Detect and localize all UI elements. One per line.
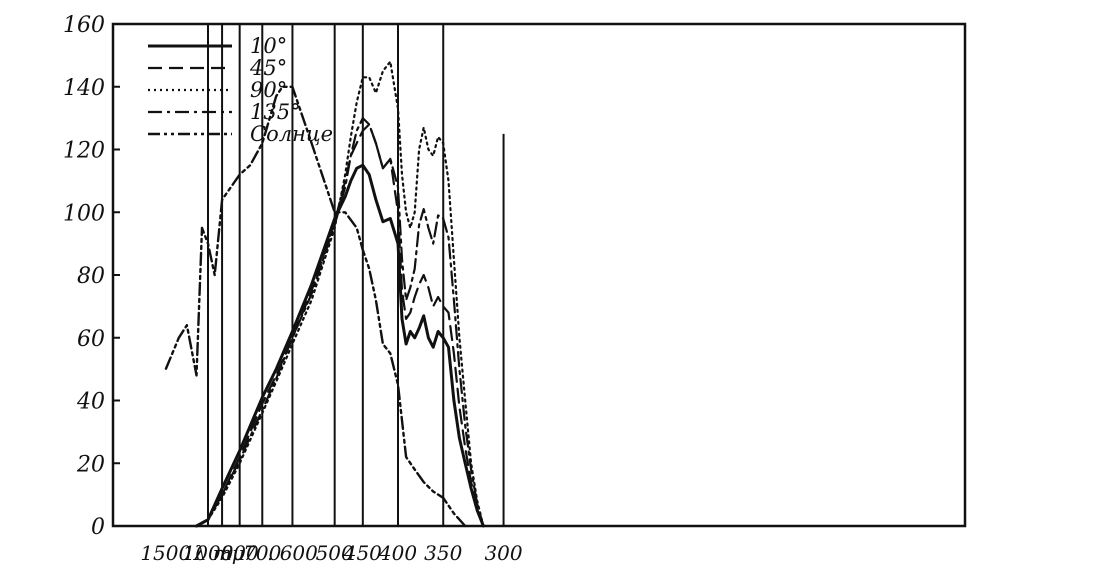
y-tick-label: 140	[63, 76, 105, 101]
series-line-0	[195, 163, 485, 528]
y-tick-label: 40	[76, 390, 105, 415]
series-line-3	[195, 117, 485, 528]
x-tick-label: 450	[343, 541, 382, 565]
legend-label: 10°	[250, 34, 287, 58]
series-line-2	[195, 60, 485, 528]
y-tick-label: 20	[76, 452, 105, 477]
y-axis-ticks: 0 20 40 60 80 100 120 140 160	[63, 13, 120, 540]
x-tick-label: . 600	[267, 541, 318, 565]
y-tick-label: 0	[91, 515, 105, 540]
y-tick-label: 160	[63, 13, 105, 38]
x-unit-label: λ mμ	[193, 541, 245, 565]
series-layer	[164, 60, 485, 528]
x-tick-label: 500	[316, 541, 354, 565]
y-tick-label: 80	[77, 264, 105, 289]
series-line-4	[164, 85, 467, 528]
y-tick-label: 100	[63, 201, 105, 226]
x-tick-label: 400	[378, 541, 417, 565]
x-tick-label: 700	[243, 541, 281, 565]
legend: 10°45°90°135°Солнце	[148, 34, 333, 146]
legend-label: 45°	[249, 56, 287, 80]
legend-label: Солнце	[250, 122, 333, 146]
legend-label: 90°	[250, 78, 287, 102]
x-tick-label: 350	[424, 541, 462, 565]
x-tick-label: 1000	[183, 541, 234, 565]
x-tick-label: 800	[221, 541, 259, 565]
y-tick-label: 60	[77, 327, 105, 352]
y-tick-label: 120	[63, 139, 105, 164]
legend-label: 135°	[250, 100, 301, 124]
x-tick-label: 1500	[140, 541, 191, 565]
x-tick-label: 300	[484, 541, 522, 565]
